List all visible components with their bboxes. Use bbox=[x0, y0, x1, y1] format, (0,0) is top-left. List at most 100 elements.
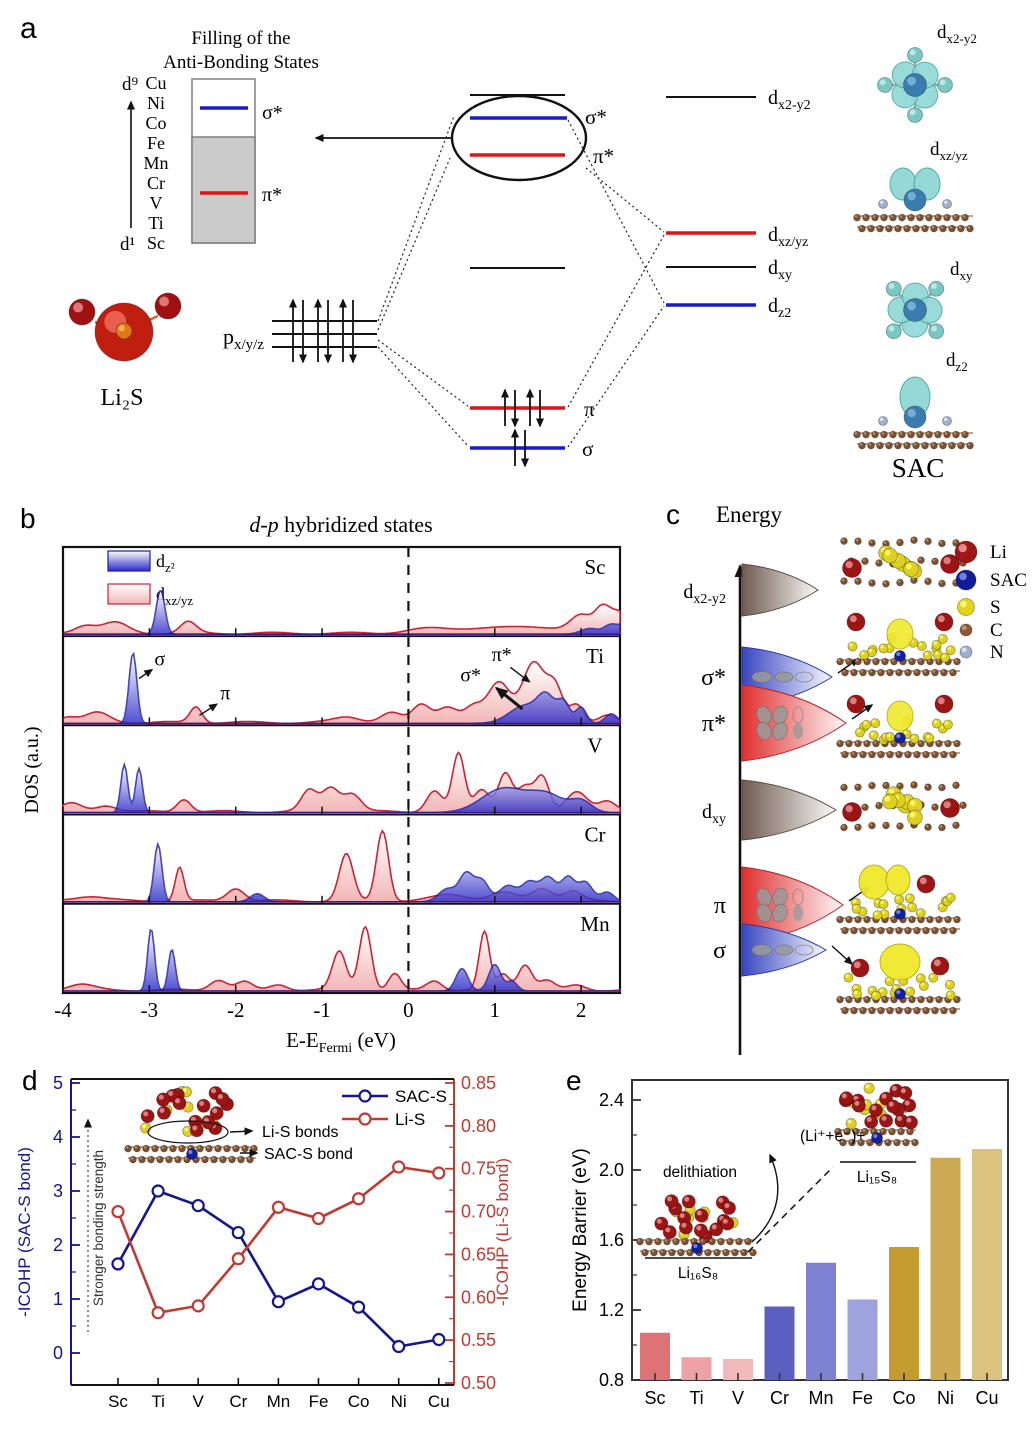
panel-c-energy-levels: c Energy dx2-y2 σ* π* dxy πσ Li SAC SCN bbox=[666, 499, 1027, 1055]
x-tick-0: 0 bbox=[403, 998, 414, 1022]
metal-Ni: Ni bbox=[147, 93, 165, 113]
box-pi-star-label: π* bbox=[262, 184, 282, 206]
point-SAC-S-Cr bbox=[231, 1225, 245, 1240]
point-SAC-S-V bbox=[191, 1198, 205, 1213]
bar-Ti bbox=[681, 1357, 712, 1380]
panel-d-label: d bbox=[22, 1065, 38, 1096]
bar-Fe bbox=[847, 1299, 878, 1380]
e-xtick-Ti: Ti bbox=[689, 1388, 703, 1408]
e-xtick-Fe: Fe bbox=[852, 1388, 873, 1408]
x-tick-2: 2 bbox=[576, 998, 587, 1022]
e-xtick-Sc: Sc bbox=[644, 1388, 665, 1408]
c-image-2 bbox=[836, 694, 961, 759]
atom-legend: Li SAC SCN bbox=[954, 540, 1027, 663]
e-ytick-1.2: 1.2 bbox=[599, 1300, 624, 1320]
bar-V bbox=[723, 1359, 753, 1380]
dos-x-axis-label: E-EFermi (eV) bbox=[286, 1028, 396, 1056]
level-label-dx2-y2: dx2-y2 bbox=[683, 581, 726, 607]
point-SAC-S-Sc bbox=[111, 1257, 125, 1271]
legend-swatch-dz2 bbox=[107, 550, 151, 572]
series-line-Li-S bbox=[116, 1165, 439, 1315]
c-image-1 bbox=[836, 612, 961, 677]
point-Li-S-Sc bbox=[111, 1204, 125, 1219]
li-s-bonds-label: Li-S bonds bbox=[262, 1124, 339, 1141]
point-Li-S-Ni bbox=[392, 1160, 406, 1174]
d-ytick-left-4: 4 bbox=[53, 1127, 63, 1147]
panel-c-label: c bbox=[666, 499, 680, 530]
level-label-π: π bbox=[714, 893, 726, 919]
filled-states-region bbox=[191, 136, 256, 244]
point-SAC-S-Mn bbox=[271, 1295, 285, 1309]
legend-Li: Li bbox=[990, 542, 1007, 563]
x-tick--2: -2 bbox=[227, 998, 245, 1022]
point-SAC-S-Ni bbox=[392, 1339, 406, 1354]
d-xtick-V: V bbox=[193, 1392, 205, 1411]
series-line-SAC-S bbox=[116, 1189, 440, 1348]
d-ytick-left-3: 3 bbox=[53, 1181, 63, 1201]
c-image-5 bbox=[836, 943, 961, 1015]
level-label-π*: π* bbox=[702, 711, 726, 737]
x-tick--3: -3 bbox=[141, 998, 159, 1022]
d-ytick-left-5: 5 bbox=[53, 1073, 63, 1093]
li16s8-label: Li₁₆S₈ bbox=[678, 1265, 718, 1282]
mo-sigma-label: σ bbox=[582, 437, 593, 461]
annotation-σ: σ bbox=[154, 649, 165, 671]
bar-Mn bbox=[806, 1262, 836, 1380]
dos-red-V bbox=[62, 751, 621, 814]
metal-Fe: Fe bbox=[147, 133, 165, 153]
d-legend-Li-S: Li-S bbox=[395, 1110, 425, 1129]
legend-N: N bbox=[990, 642, 1004, 663]
panel-d-icohp-chart: d -ICOHP (SAC-S bond) -ICOHP (Li-S bond)… bbox=[15, 1065, 512, 1411]
annotation-σ*: σ* bbox=[460, 665, 481, 687]
legend-S: S bbox=[990, 597, 1001, 618]
dos-row-label-Ti: Ti bbox=[586, 644, 604, 668]
img-dx2y2-label: dx2-y2 bbox=[937, 22, 977, 46]
legend-C: C bbox=[990, 620, 1003, 641]
level-label-σ*: σ* bbox=[701, 665, 726, 691]
icohp-plot-area: 0 1 2 3 4 5 0.50 0.55 0.60 0.65 0.70 0.75 0.80 0.85 Sc… bbox=[53, 1073, 496, 1411]
d-xtick-Co: Co bbox=[348, 1392, 370, 1411]
d-ytick-right-0.7: 0.70 bbox=[461, 1202, 496, 1222]
sac-s-bond-label: SAC-S bond bbox=[264, 1146, 353, 1163]
panel-a-mo-diagram: a Filling of the Anti-Bonding States σ* … bbox=[20, 12, 977, 483]
point-Li-S-Co bbox=[352, 1192, 366, 1206]
point-SAC-S-Ti bbox=[151, 1184, 165, 1198]
point-SAC-S-Co bbox=[352, 1300, 366, 1314]
e-ytick-0.8: 0.8 bbox=[599, 1370, 624, 1390]
dos-y-axis-label: DOS (a.u.) bbox=[21, 726, 43, 813]
d-xtick-Ti: Ti bbox=[151, 1392, 165, 1411]
img-dxy-label: dxy bbox=[950, 259, 973, 283]
bar-Cr bbox=[764, 1306, 795, 1380]
orbital-sketch bbox=[756, 705, 804, 741]
c-image-3 bbox=[840, 781, 967, 832]
li2s-label: Li₂S bbox=[100, 385, 143, 411]
delithiation-label: delithiation bbox=[663, 1164, 737, 1181]
orbital-side-view bbox=[853, 376, 974, 450]
sac-label: SAC bbox=[892, 453, 945, 483]
metal-Cu: Cu bbox=[145, 73, 166, 93]
metal-Ti: Ti bbox=[148, 213, 163, 233]
e-xtick-Co: Co bbox=[892, 1388, 915, 1408]
dos-blue-V bbox=[63, 761, 620, 814]
point-Li-S-Fe bbox=[311, 1211, 326, 1226]
filling-title-line2: Anti-Bonding States bbox=[163, 52, 319, 73]
dos-stacked-plots: Sc Ti V Cr Mn -4 -3 -2 -1 0 1 2 σ π σ* π* bbox=[54, 545, 622, 1022]
panel-b-label: b bbox=[20, 503, 36, 534]
panel-e-label: e bbox=[566, 1065, 582, 1096]
metal-Mn: Mn bbox=[143, 153, 168, 173]
dos-red-Sc bbox=[62, 603, 621, 635]
e-xtick-Cr: Cr bbox=[770, 1388, 789, 1408]
energy-level-lobes: dx2-y2 σ* π* dxy πσ bbox=[683, 563, 874, 977]
orbital-isosurface-images bbox=[853, 47, 974, 450]
legend-SAC: SAC bbox=[990, 570, 1027, 591]
d-ytick-right-0.55: 0.55 bbox=[461, 1330, 496, 1350]
bar-Sc bbox=[640, 1332, 670, 1380]
e-xtick-Mn: Mn bbox=[808, 1388, 833, 1408]
x-tick--4: -4 bbox=[54, 998, 72, 1022]
panel-a-label: a bbox=[20, 12, 37, 45]
bonding-strength-label: Stronger bonding strength bbox=[91, 1150, 106, 1306]
legend-swatch-dxzyz bbox=[107, 583, 151, 605]
d-legend-SAC-S: SAC-S bbox=[395, 1087, 447, 1106]
dz2-label: dz2 bbox=[768, 295, 791, 321]
